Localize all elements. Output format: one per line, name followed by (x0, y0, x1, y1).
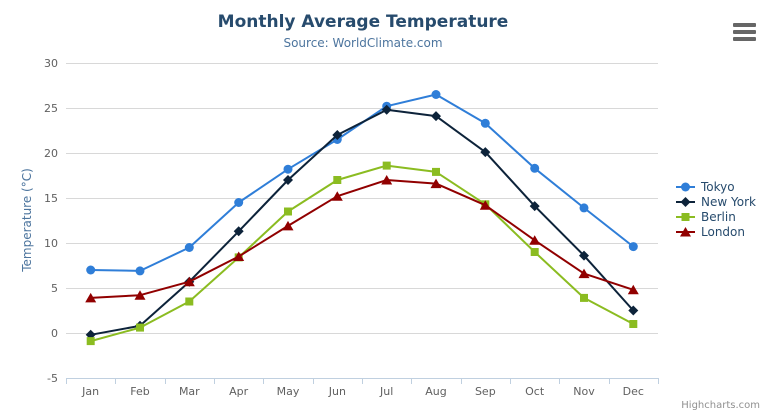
series-london[interactable] (85, 175, 639, 303)
series-new-york[interactable] (85, 104, 639, 340)
x-axis-label: Jan (81, 385, 99, 398)
legend-item-new-york[interactable]: New York (675, 194, 756, 209)
x-axis-label: Oct (525, 385, 545, 398)
legend-marker-square (676, 212, 695, 221)
legend-item-label: London (701, 224, 745, 239)
y-axis-label: 25 (44, 102, 58, 115)
hamburger-icon (733, 23, 757, 41)
series-line (89, 108, 635, 336)
y-axis-label: -5 (47, 372, 58, 385)
x-axis-label: Aug (425, 385, 446, 398)
x-axis-label: Mar (179, 385, 200, 398)
legend-item-label: Tokyo (701, 179, 735, 194)
legend-item-london[interactable]: London (675, 224, 756, 239)
x-axis-label: Dec (623, 385, 644, 398)
legend-item-berlin[interactable]: Berlin (675, 209, 756, 224)
y-axis-label: 5 (51, 282, 58, 295)
x-axis-label: Jun (328, 385, 346, 398)
legend-item-label: Berlin (701, 209, 736, 224)
credits-link[interactable]: Highcharts.com (681, 400, 760, 411)
legend-marker-diamond (676, 196, 695, 207)
x-axis-label: Jul (379, 385, 393, 398)
legend-marker-circle (676, 182, 695, 191)
y-axis-label: 0 (51, 327, 58, 340)
legend-item-label: New York (701, 194, 756, 209)
y-axis-label: 20 (44, 147, 58, 160)
export-menu-button[interactable] (733, 23, 757, 41)
x-axis-label: May (277, 385, 300, 398)
x-axis-label: Nov (573, 385, 595, 398)
x-axis-label: Feb (130, 385, 149, 398)
legend: Tokyo New York Berlin London (675, 179, 756, 239)
legend-item-tokyo[interactable]: Tokyo (675, 179, 756, 194)
chart-title: Monthly Average Temperature (217, 12, 509, 32)
series-tokyo[interactable] (86, 90, 638, 276)
x-axis-label: Sep (475, 385, 496, 398)
series-line (89, 164, 635, 343)
x-axis-label: Apr (229, 385, 249, 398)
legend-marker-triangle (676, 226, 695, 236)
series-line (89, 179, 635, 299)
y-axis-label: 30 (44, 57, 58, 70)
series-line (89, 93, 635, 272)
y-axis-label: 10 (44, 237, 58, 250)
chart-subtitle: Source: WorldClimate.com (283, 36, 443, 50)
y-axis-label: 15 (44, 192, 58, 205)
